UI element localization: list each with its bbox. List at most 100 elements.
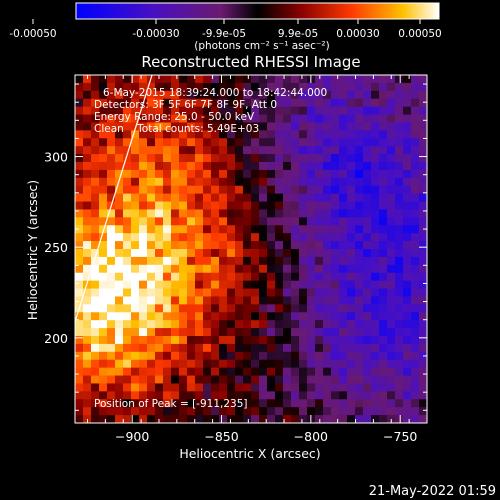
heatmap-cell: [219, 320, 228, 329]
heatmap-cell: [83, 343, 92, 353]
heatmap-cell: [395, 280, 404, 290]
heatmap-cell: [395, 367, 404, 377]
heatmap-cell: [99, 399, 108, 408]
heatmap-cell: [331, 375, 340, 385]
heatmap-cell: [139, 114, 148, 124]
heatmap-cell: [99, 98, 108, 108]
heatmap-cell: [299, 296, 308, 305]
heatmap-cell: [91, 359, 100, 369]
heatmap-cell: [91, 162, 100, 171]
heatmap-cell: [139, 375, 148, 385]
heatmap-cell: [395, 336, 404, 345]
heatmap-cell: [203, 296, 212, 305]
heatmap-cell: [147, 280, 156, 290]
heatmap-cell: [235, 201, 244, 211]
heatmap-cell: [371, 185, 380, 195]
heatmap-cell: [315, 312, 324, 321]
heatmap-cell: [315, 304, 324, 313]
heatmap-cell: [267, 114, 276, 124]
heatmap-cell: [179, 130, 188, 139]
heatmap-cell: [243, 328, 252, 337]
heatmap-cell: [235, 162, 244, 171]
heatmap-cell: [187, 264, 196, 274]
heatmap-cell: [195, 98, 204, 108]
heatmap-cell: [203, 169, 212, 179]
heatmap-cell: [379, 320, 388, 329]
heatmap-cell: [163, 383, 172, 392]
heatmap-cell: [203, 312, 212, 321]
heatmap-cell: [179, 280, 188, 290]
heatmap-cell: [275, 193, 284, 203]
heatmap-cell: [299, 383, 308, 392]
heatmap-cell: [403, 146, 412, 155]
heatmap-cell: [91, 304, 100, 313]
heatmap-cell: [259, 217, 268, 226]
heatmap-cell: [91, 185, 100, 195]
heatmap-cell: [219, 264, 228, 274]
heatmap-cell: [179, 272, 188, 282]
heatmap-cell: [243, 217, 252, 226]
heatmap-cell: [387, 391, 396, 400]
heatmap-cell: [155, 217, 164, 226]
heatmap-cell: [147, 225, 156, 234]
heatmap-cell: [211, 98, 220, 108]
heatmap-cell: [371, 399, 380, 408]
heatmap-cell: [243, 383, 252, 392]
heatmap-cell: [147, 407, 156, 416]
heatmap-cell: [395, 98, 404, 108]
heatmap-cell: [331, 217, 340, 226]
heatmap-cell: [299, 98, 308, 108]
heatmap-cell: [331, 264, 340, 274]
heatmap-cell: [219, 138, 228, 147]
heatmap-cell: [75, 98, 84, 108]
heatmap-cell: [171, 162, 180, 171]
heatmap-cell: [91, 201, 100, 211]
heatmap-cell: [139, 193, 148, 203]
heatmap-cell: [275, 320, 284, 329]
heatmap-cell: [331, 114, 340, 124]
heatmap-cell: [339, 391, 348, 400]
heatmap-cell: [83, 138, 92, 147]
heatmap-cell: [123, 201, 132, 211]
heatmap-cell: [267, 154, 276, 163]
heatmap-cell: [419, 241, 427, 250]
heatmap-cell: [355, 407, 364, 416]
heatmap-cell: [107, 233, 116, 242]
heatmap-cell: [347, 415, 356, 423]
heatmap-cell: [203, 217, 212, 226]
heatmap-cell: [355, 351, 364, 361]
heatmap-cell: [387, 280, 396, 290]
heatmap-cell: [411, 407, 420, 416]
heatmap-cell: [171, 328, 180, 337]
heatmap-cell: [387, 154, 396, 163]
heatmap-cell: [267, 272, 276, 282]
heatmap-cell: [419, 320, 427, 329]
heatmap-cell: [299, 146, 308, 155]
heatmap-cell: [283, 225, 292, 234]
heatmap-cell: [155, 296, 164, 305]
heatmap-cell: [83, 351, 92, 361]
heatmap-cell: [91, 225, 100, 234]
heatmap-cell: [339, 177, 348, 187]
heatmap-cell: [419, 304, 427, 313]
heatmap-cell: [315, 328, 324, 337]
heatmap-cell: [371, 201, 380, 211]
heatmap-cell: [419, 288, 427, 298]
heatmap-cell: [283, 296, 292, 305]
heatmap-cell: [123, 209, 132, 218]
heatmap-cell: [355, 328, 364, 337]
heatmap-cell: [99, 383, 108, 392]
heatmap-cell: [355, 130, 364, 139]
heatmap-cell: [379, 399, 388, 408]
heatmap-cell: [123, 272, 132, 282]
heatmap-cell: [155, 98, 164, 108]
heatmap-cell: [267, 264, 276, 274]
heatmap-cell: [83, 209, 92, 218]
heatmap-cell: [395, 122, 404, 131]
heatmap-cell: [171, 256, 180, 266]
heatmap-cell: [155, 351, 164, 361]
heatmap-cell: [323, 351, 332, 361]
heatmap-cell: [187, 328, 196, 337]
heatmap-cell: [307, 391, 316, 400]
heatmap-cell: [99, 272, 108, 282]
